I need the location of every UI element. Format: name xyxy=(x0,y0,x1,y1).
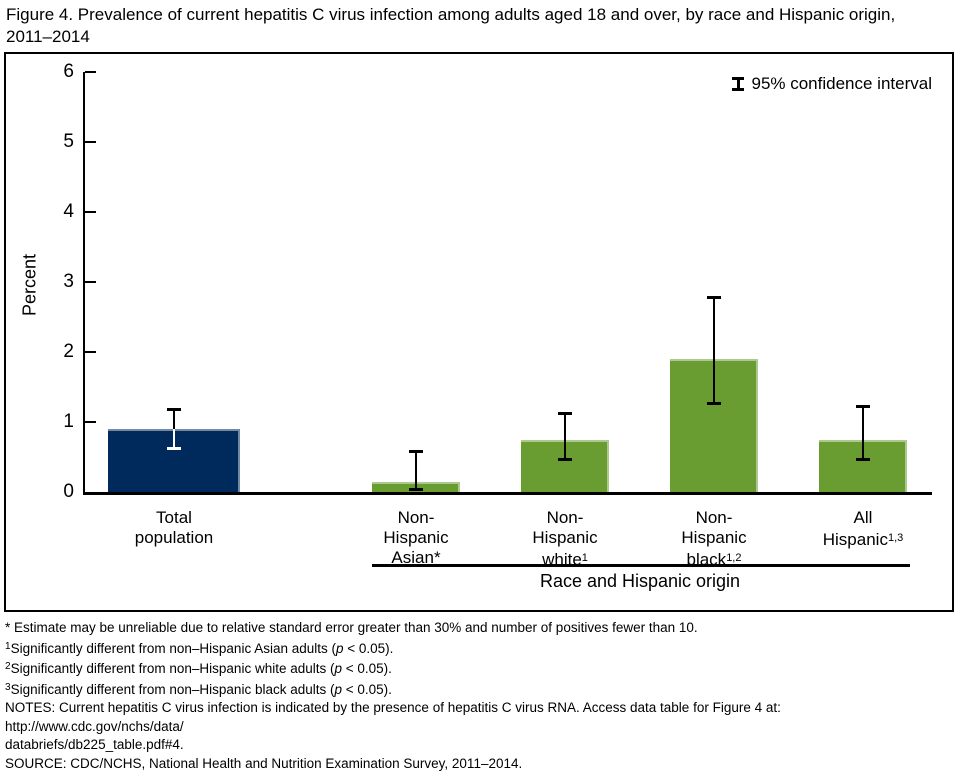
y-tick-2 xyxy=(85,351,96,353)
error-bar-cap-bottom-all-hispanic xyxy=(856,458,870,461)
y-tick-3 xyxy=(85,281,96,283)
footnote-line-3: 2Significantly different from non–Hispan… xyxy=(5,658,955,679)
footnote-line-5: NOTES: Current hepatitis C virus infecti… xyxy=(5,699,955,736)
y-tick-label-3: 3 xyxy=(34,271,74,293)
footnote-line-4: 3Significantly different from non–Hispan… xyxy=(5,679,955,700)
y-tick-6 xyxy=(85,71,96,73)
category-label-line: All xyxy=(783,508,943,528)
category-label-line: Hispanic xyxy=(336,528,496,548)
error-bar-cap-bottom-non-hispanic-white xyxy=(558,458,572,461)
error-bar-all-hispanic xyxy=(862,405,864,461)
figure-page: { "title": { "line1": "Figure 4. Prevale… xyxy=(0,0,960,741)
category-label-line: Total xyxy=(94,508,254,528)
group-axis-line xyxy=(372,564,910,567)
error-bar-cap-bottom-non-hispanic-asian xyxy=(409,488,423,491)
error-bar-cap-top-non-hispanic-asian xyxy=(409,450,423,453)
y-axis-line xyxy=(83,72,85,495)
error-bar-cap-bottom-total-population xyxy=(167,447,181,450)
error-bar-non-hispanic-black xyxy=(713,296,715,405)
error-bar-non-hispanic-white xyxy=(564,412,566,461)
error-bar-cap-top-all-hispanic xyxy=(856,405,870,408)
footnote-line-7: SOURCE: CDC/NCHS, National Health and Nu… xyxy=(5,755,955,773)
error-bar-cap-top-total-population xyxy=(167,408,181,411)
category-label-line: Hispanic xyxy=(485,528,645,548)
figure-title-line2: 2011–2014 xyxy=(6,26,952,48)
category-label-line: Non- xyxy=(485,508,645,528)
category-label-line: Non- xyxy=(634,508,794,528)
error-bar-total-population xyxy=(173,408,175,429)
category-label-line: population xyxy=(94,528,254,548)
y-tick-label-2: 2 xyxy=(34,341,74,363)
error-bar-cap-top-non-hispanic-black xyxy=(707,296,721,299)
y-tick-1 xyxy=(85,421,96,423)
x-axis-line xyxy=(83,492,932,495)
figure-title: Figure 4. Prevalence of current hepatiti… xyxy=(6,4,952,48)
figure-title-line1: Figure 4. Prevalence of current hepatiti… xyxy=(6,4,952,26)
y-tick-label-4: 4 xyxy=(34,201,74,223)
y-tick-label-6: 6 xyxy=(34,61,74,83)
y-tick-4 xyxy=(85,211,96,213)
error-bar-cap-bottom-non-hispanic-black xyxy=(707,402,721,405)
footnote-line-6: databriefs/db225_table.pdf#4. xyxy=(5,736,955,755)
footnote-line-1: * Estimate may be unreliable due to rela… xyxy=(5,619,955,638)
y-tick-label-0: 0 xyxy=(34,481,74,503)
error-bar-cap-top-non-hispanic-white xyxy=(558,412,572,415)
y-tick-label-1: 1 xyxy=(34,411,74,433)
category-label-line: Hispanic xyxy=(634,528,794,548)
y-tick-label-5: 5 xyxy=(34,131,74,153)
category-label-line: Hispanic1,3 xyxy=(783,528,943,550)
group-axis-label: Race and Hispanic origin xyxy=(540,571,740,592)
category-label-line: Non- xyxy=(336,508,496,528)
y-tick-5 xyxy=(85,141,96,143)
footnote-line-2: 1Significantly different from non–Hispan… xyxy=(5,638,955,659)
footnotes: * Estimate may be unreliable due to rela… xyxy=(5,619,955,773)
error-bar-non-hispanic-asian xyxy=(415,450,417,491)
